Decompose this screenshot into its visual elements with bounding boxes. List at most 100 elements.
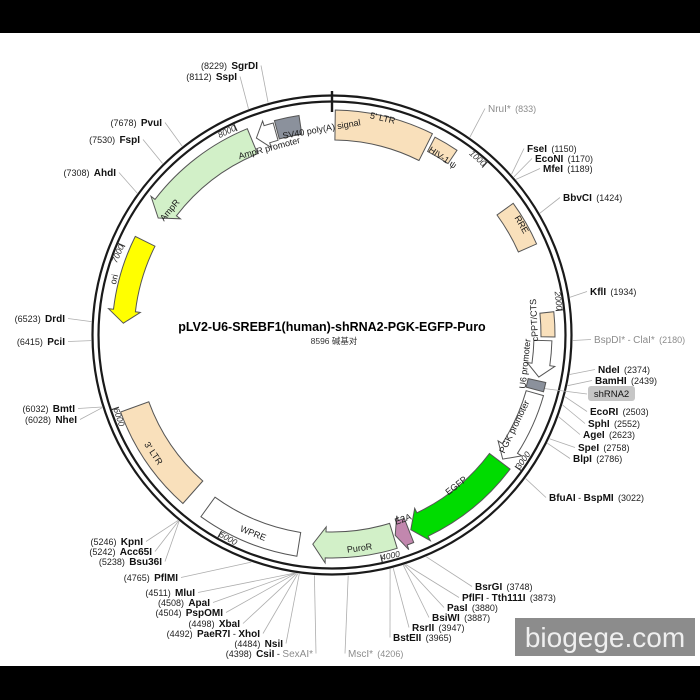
restriction-site-labels: (8229) SgrDI(8112) SspI (7678) PvuI (7530)…: [15, 61, 685, 660]
site-label: BbvCI (1424): [563, 193, 622, 204]
site-leader: [547, 442, 571, 459]
watermark-background: [515, 618, 695, 656]
feature-rre: [496, 202, 538, 253]
site-leader: [344, 575, 349, 654]
site-leader: [405, 564, 460, 598]
site-leader: [558, 416, 581, 435]
site-leader: [513, 158, 533, 178]
feature-wpre: [200, 496, 302, 557]
letterbox-bottom: [0, 666, 700, 700]
site-label: FseI (1150): [527, 144, 577, 155]
site-label: SpeI (2758): [578, 443, 629, 454]
shrna2-leader: [539, 387, 588, 395]
site-leader: [572, 339, 592, 341]
site-leader: [118, 172, 138, 194]
watermark: biogege.com: [525, 622, 685, 653]
site-label: BsrGI (3748): [475, 582, 533, 593]
site-leader: [239, 76, 249, 110]
shrna2-label: shRNA2: [594, 389, 629, 400]
feature-u6: [525, 339, 557, 378]
site-leader: [549, 438, 576, 448]
site-leader: [426, 556, 473, 587]
feature-pgk: [497, 390, 545, 460]
site-label: NruI* (833): [488, 104, 536, 115]
site-leader: [242, 573, 298, 624]
site-leader: [77, 406, 103, 409]
site-label: (4508) ApaI: [158, 598, 210, 609]
leader-lines: [67, 65, 596, 654]
feature-shmark: [525, 378, 547, 393]
feature-ltr3: [119, 401, 204, 505]
site-label: BamHI (2439): [595, 376, 657, 387]
site-leader: [164, 521, 180, 562]
site-label: (4504) PspOMI: [155, 608, 223, 619]
site-leader: [569, 291, 588, 298]
scale-tick: [555, 309, 564, 312]
feature-e2a: [394, 515, 415, 551]
site-leader: [404, 564, 445, 608]
site-leader: [515, 168, 541, 180]
feature-puror: [312, 522, 398, 565]
site-leader: [511, 148, 525, 175]
feature-egfp: [410, 452, 511, 542]
scale-tick: [380, 554, 383, 563]
site-label: EcoRI (2503): [590, 407, 649, 418]
site-label: (6523) DrdI: [15, 314, 66, 325]
site-leader: [285, 573, 300, 644]
scale-tick: [514, 465, 522, 472]
feature-psi: [426, 136, 458, 165]
scale-tick-label: 2000: [553, 290, 565, 311]
site-label: (7530) FspI: [89, 135, 140, 146]
feature-label-ori: ori: [108, 273, 120, 285]
feature-ampr: [150, 128, 259, 220]
features: [107, 109, 557, 565]
scale-tick: [481, 161, 488, 168]
site-label: (7308) AhdI: [63, 168, 116, 179]
scale-tick: [217, 530, 223, 539]
site-label: BlpI (2786): [573, 454, 622, 465]
site-label: SphI (2552): [588, 419, 640, 430]
site-label: AgeI (2623): [583, 430, 635, 441]
site-leader: [79, 407, 103, 420]
site-label: MscI* (4206): [348, 649, 403, 660]
site-label: RsrII (3947): [412, 623, 465, 634]
plasmid-size: 8596 碱基对: [311, 336, 358, 346]
site-label: (4511) MluI: [145, 588, 195, 599]
letterbox-top: [0, 0, 700, 33]
site-leader: [67, 318, 92, 322]
site-label: (5242) Acc65I: [89, 547, 152, 558]
site-leader: [564, 396, 588, 412]
site-leader: [392, 567, 410, 628]
site-label: BfuAI - BspMI (3022): [549, 493, 644, 504]
scale-tick: [111, 406, 120, 411]
site-label: (8229) SgrDI: [201, 61, 258, 72]
site-label: (6415) PciI: [17, 337, 65, 348]
site-label: (8112) SspI: [186, 72, 237, 83]
feature-ori: [107, 235, 156, 324]
site-leader: [180, 561, 252, 578]
feature-label-cppt: cPPT/CTS: [528, 299, 540, 342]
site-leader: [567, 380, 593, 387]
site-label: PasI (3880): [447, 603, 498, 614]
site-leader: [212, 572, 296, 603]
site-leader: [402, 565, 430, 618]
site-label: MfeI (1189): [543, 164, 593, 175]
site-leader: [142, 139, 163, 164]
site-label: BsiWI (3887): [432, 613, 490, 624]
feature-cppt: [539, 311, 556, 338]
site-label: (4492) PaeR7I - XhoI: [167, 629, 261, 640]
site-label: PflFI - Tth111I (3873): [462, 593, 556, 604]
shrna2-label-box: [588, 386, 635, 401]
site-label: NdeI (2374): [598, 365, 650, 376]
feature-label-puror: PuroR: [346, 541, 373, 555]
site-label: (4484) NsiI: [234, 639, 283, 650]
feature-sv40: [273, 114, 303, 140]
site-leader: [197, 572, 295, 593]
scale-tick: [117, 242, 126, 248]
site-label: BspDI* - ClaI* (2180): [594, 335, 685, 346]
site-label: (4498) XbaI: [189, 619, 241, 630]
site-leader: [469, 108, 486, 138]
site-label: (5238) Bsu36I: [99, 557, 162, 568]
